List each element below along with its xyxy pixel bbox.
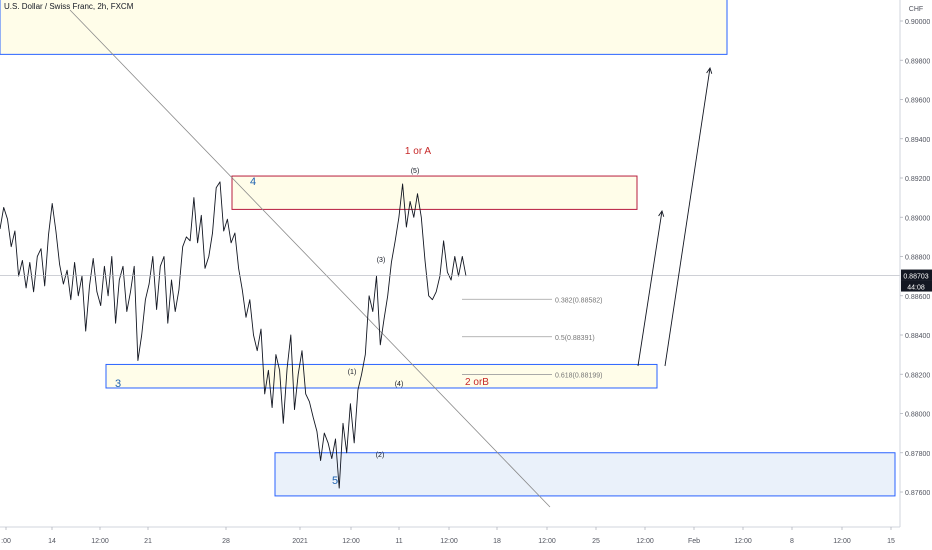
projection-arrow-long [664, 66, 713, 367]
last-price-badge [901, 269, 932, 281]
arrows-layer [637, 66, 713, 367]
lower-demand-zone [274, 452, 896, 497]
currency-label: CHF [909, 6, 923, 13]
wave-2-support-zone [105, 363, 658, 389]
fib-label-0: 0.382(0.88582) [555, 297, 602, 304]
time-tick-label-15: 8 [790, 538, 794, 545]
fib-layer: 0.382(0.88582) 0.5(0.88391) 0.618(0.88199) [462, 297, 602, 379]
time-tick-label-13: Feb [688, 538, 700, 545]
descending-trendline [69, 9, 551, 508]
upper-target-zone [0, 0, 728, 55]
price-tick-label-2: 0.89600 [905, 98, 930, 105]
label-wave-3: 3 [115, 378, 121, 390]
price-tick-label-1: 0.89800 [905, 58, 930, 65]
countdown-badge [901, 280, 932, 292]
time-tick-label-0: :00 [1, 538, 11, 545]
price-layer [0, 181, 900, 489]
time-tick-label-3: 21 [144, 538, 152, 545]
zones-layer [0, 0, 896, 497]
projection-arrow-short-shaft [637, 210, 663, 367]
price-tick-label-9: 0.88200 [905, 372, 930, 379]
projection-arrow-short-head [658, 209, 665, 217]
price-tick-label-11: 0.87800 [905, 451, 930, 458]
price-tick-label-10: 0.88000 [905, 412, 930, 419]
projection-arrow-long-head [706, 66, 713, 74]
time-tick-label-17: 15 [887, 538, 895, 545]
label-sub-2: (2) [376, 452, 385, 459]
time-tick-label-16: 12:00 [833, 538, 851, 545]
label-sub-1: (1) [348, 369, 357, 376]
time-tick-label-11: 25 [592, 538, 600, 545]
labels-layer: 1 or A 2 orB 3 4 5 (1) (2) (3) (4) (5) [115, 146, 489, 487]
time-tick-label-2: 12:00 [91, 538, 109, 545]
time-tick-label-5: 2021 [292, 538, 308, 545]
label-wave-5: 5 [332, 475, 338, 487]
time-tick-label-8: 12:00 [440, 538, 458, 545]
price-tick-label-12: 0.87600 [905, 490, 930, 497]
time-tick-label-14: 12:00 [734, 538, 752, 545]
label-sub-3: (3) [377, 257, 386, 264]
fib-label-2: 0.618(0.88199) [555, 372, 602, 379]
wave-1-or-a-zone [231, 175, 638, 210]
projection-arrow-short [637, 209, 665, 367]
label-1-or-a: 1 or A [405, 146, 431, 157]
price-tick-label-4: 0.89200 [905, 176, 930, 183]
trendline-layer [69, 9, 551, 508]
time-tick-label-9: 18 [493, 538, 501, 545]
price-series-line [0, 181, 467, 489]
price-tick-label-6: 0.88800 [905, 255, 930, 262]
price-tick-label-5: 0.89000 [905, 215, 930, 222]
label-2-or-b: 2 orB [465, 377, 489, 388]
price-tick-label-0: 0.90000 [905, 19, 930, 26]
price-tick-label-3: 0.89400 [905, 137, 930, 144]
label-sub-4: (4) [395, 381, 404, 388]
label-wave-4: 4 [250, 176, 256, 188]
countdown-value: 44:08 [907, 285, 925, 292]
time-tick-label-6: 12:00 [342, 538, 360, 545]
time-tick-label-1: 14 [48, 538, 56, 545]
label-sub-5: (5) [411, 168, 420, 175]
last-price-value: 0.88703 [903, 274, 928, 281]
price-tick-label-8: 0.88400 [905, 333, 930, 340]
projection-arrow-long-shaft [664, 67, 711, 367]
symbol-title: U.S. Dollar / Swiss Franc, 2h, FXCM [4, 2, 134, 11]
fib-label-1: 0.5(0.88391) [555, 335, 595, 342]
price-tick-label-7: 0.88600 [905, 294, 930, 301]
time-tick-label-10: 12:00 [538, 538, 556, 545]
time-tick-label-12: 12:00 [636, 538, 654, 545]
time-tick-label-7: 11 [395, 538, 402, 545]
time-tick-label-4: 28 [222, 538, 230, 545]
